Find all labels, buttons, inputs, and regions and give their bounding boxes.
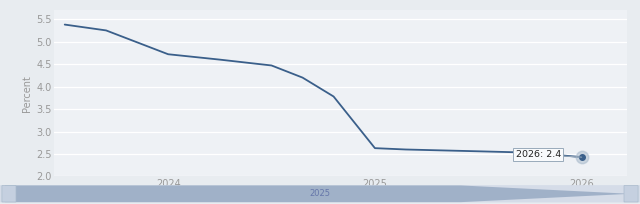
FancyBboxPatch shape xyxy=(624,186,638,202)
FancyBboxPatch shape xyxy=(0,185,640,202)
Text: 2025: 2025 xyxy=(310,189,330,198)
Y-axis label: Percent: Percent xyxy=(22,75,32,112)
Text: 2026: 2.4: 2026: 2.4 xyxy=(516,150,582,159)
Polygon shape xyxy=(5,185,630,202)
FancyBboxPatch shape xyxy=(2,186,16,202)
